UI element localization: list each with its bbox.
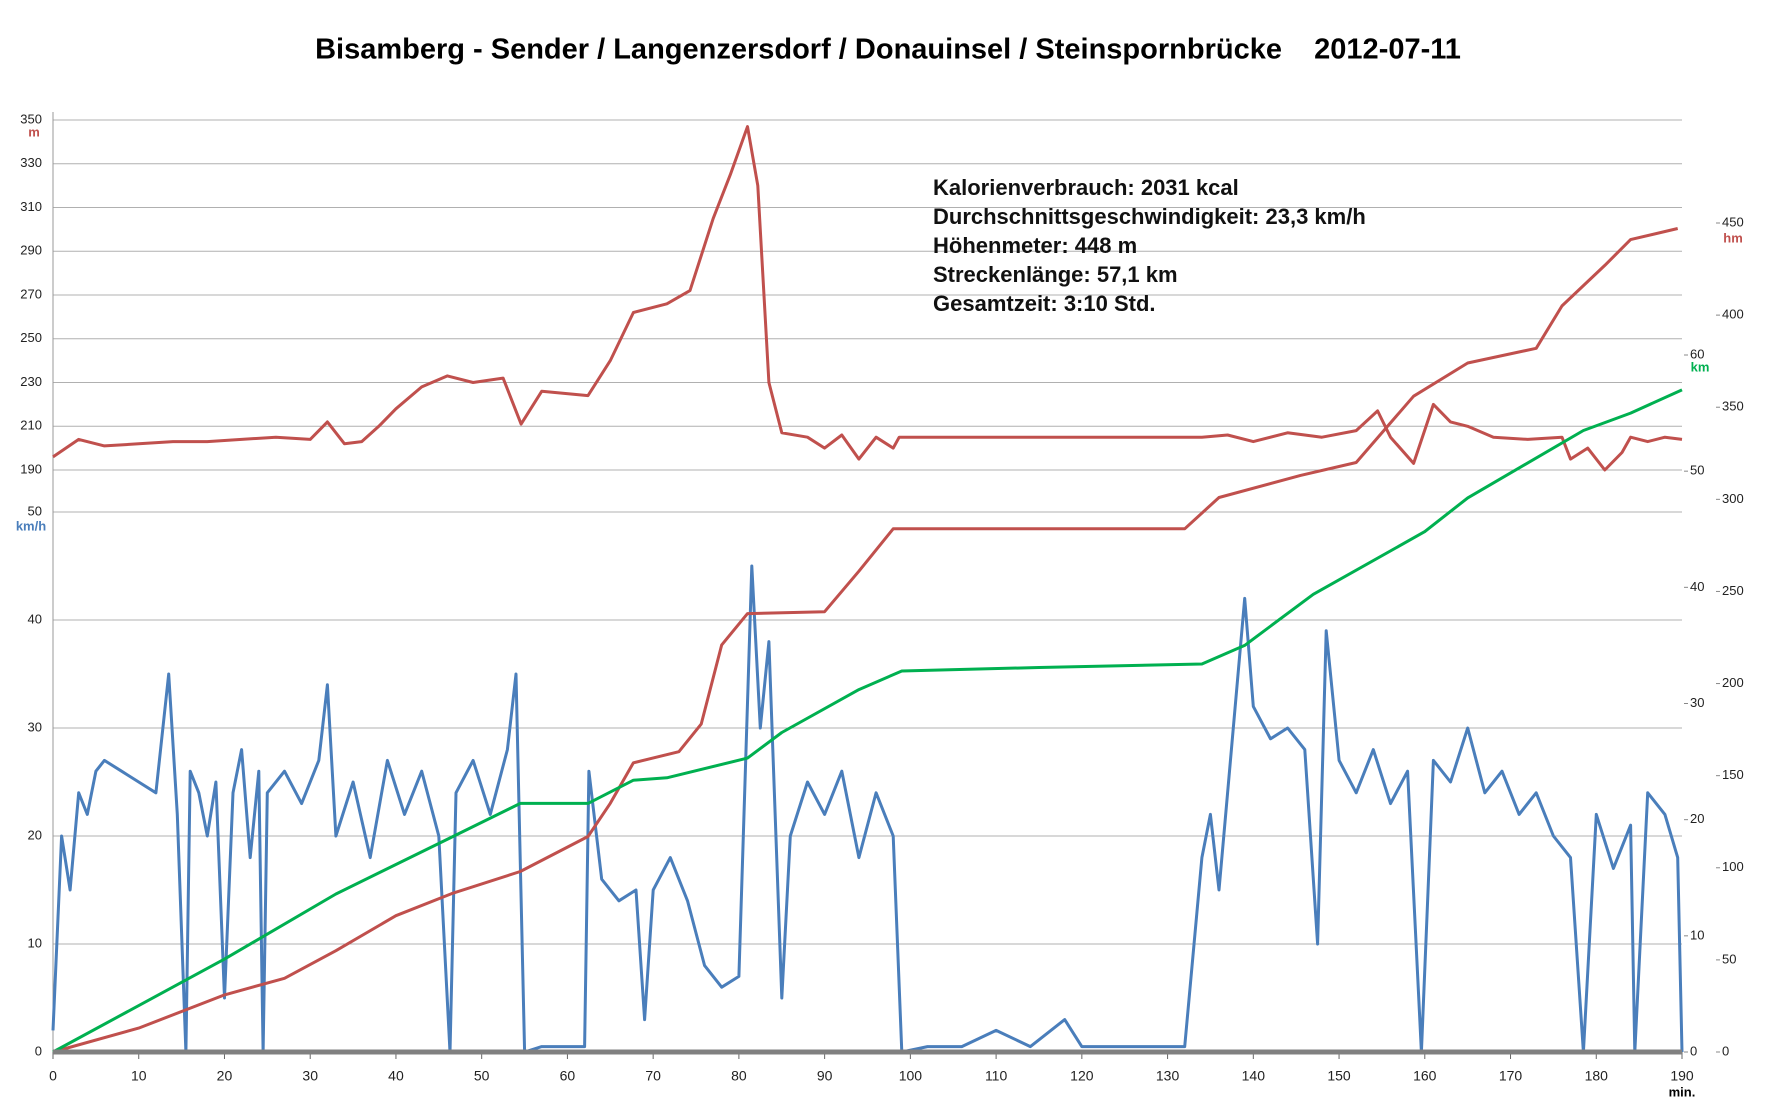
- annotation: Streckenlänge: 57,1 km: [933, 262, 1178, 287]
- x-tick-label: 110: [985, 1068, 1008, 1084]
- y-tick-label: 350: [20, 111, 42, 126]
- y-tick-label: 20: [1690, 811, 1704, 826]
- y-tick-label: 40: [28, 611, 42, 626]
- y-tick-label: 0: [35, 1043, 42, 1058]
- y-tick-label: 30: [1690, 695, 1704, 710]
- y-tick-label: 60: [1690, 346, 1704, 361]
- x-tick-label: 150: [1327, 1068, 1351, 1084]
- chart-title: Bisamberg - Sender / Langenzersdorf / Do…: [315, 34, 1461, 66]
- y-tick-label: 290: [20, 243, 42, 258]
- x-tick-label: 40: [388, 1068, 404, 1084]
- y-tick-label: 270: [20, 286, 42, 301]
- y-tick-label: 210: [20, 418, 42, 433]
- x-tick-label: 0: [49, 1068, 57, 1084]
- annotation: Höhenmeter: 448 m: [933, 233, 1137, 258]
- x-axis-label: min.: [1669, 1084, 1696, 1099]
- y-tick-label: 400: [1722, 307, 1744, 322]
- data-line: [52, 388, 1683, 1054]
- y-tick-label: 50: [1690, 463, 1704, 478]
- y-tick-label: 350: [1722, 399, 1744, 414]
- y-axis-label: km/h: [16, 518, 46, 533]
- x-tick-label: 80: [731, 1068, 747, 1084]
- y-tick-label: 30: [28, 719, 42, 734]
- data-line: [52, 125, 1683, 472]
- y-tick-label: 310: [20, 199, 42, 214]
- y-tick-label: 230: [20, 374, 42, 389]
- y-tick-label: 40: [1690, 579, 1704, 594]
- x-tick-label: 160: [1413, 1068, 1437, 1084]
- x-tick-label: 20: [217, 1068, 233, 1084]
- y-tick-label: 300: [1722, 491, 1744, 506]
- x-tick-label: 30: [302, 1068, 318, 1084]
- y-tick-label: 250: [1722, 583, 1744, 598]
- y-tick-label: 100: [1722, 859, 1744, 874]
- x-tick-label: 130: [1156, 1068, 1180, 1084]
- y-tick-label: 0: [1722, 1043, 1729, 1058]
- y-tick-label: 10: [1690, 927, 1704, 942]
- annotation: Durchschnittsgeschwindigkeit: 23,3 km/h: [933, 204, 1366, 229]
- data-line: [52, 227, 1679, 1054]
- y-axis-label: km: [1691, 359, 1710, 374]
- y-axis-label: hm: [1723, 230, 1743, 245]
- x-tick-label: 70: [645, 1068, 661, 1084]
- x-tick-label: 190: [1670, 1068, 1694, 1084]
- x-tick-label: 50: [474, 1068, 490, 1084]
- x-tick-label: 180: [1585, 1068, 1609, 1084]
- x-tick-label: 170: [1499, 1068, 1523, 1084]
- y-tick-label: 250: [20, 330, 42, 345]
- y-tick-label: 50: [28, 503, 42, 518]
- x-tick-label: 10: [131, 1068, 147, 1084]
- x-tick-label: 90: [817, 1068, 833, 1084]
- annotation: Gesamtzeit: 3:10 Std.: [933, 291, 1156, 316]
- y-tick-label: 20: [28, 827, 42, 842]
- annotation: Kalorienverbrauch: 2031 kcal: [933, 175, 1239, 200]
- y-tick-label: 450: [1722, 214, 1744, 229]
- x-tick-label: 60: [560, 1068, 576, 1084]
- data-line: [51, 564, 1684, 1054]
- y-tick-label: 190: [20, 461, 42, 476]
- y-axis-label: m: [28, 124, 40, 139]
- y-tick-label: 150: [1722, 767, 1744, 782]
- x-tick-label: 120: [1070, 1068, 1094, 1084]
- x-tick-label: 100: [899, 1068, 923, 1084]
- y-tick-label: 330: [20, 155, 42, 170]
- y-tick-label: 200: [1722, 675, 1744, 690]
- y-tick-label: 50: [1722, 951, 1736, 966]
- y-tick-label: 10: [28, 935, 42, 950]
- y-tick-label: 0: [1690, 1043, 1697, 1058]
- x-tick-label: 140: [1242, 1068, 1266, 1084]
